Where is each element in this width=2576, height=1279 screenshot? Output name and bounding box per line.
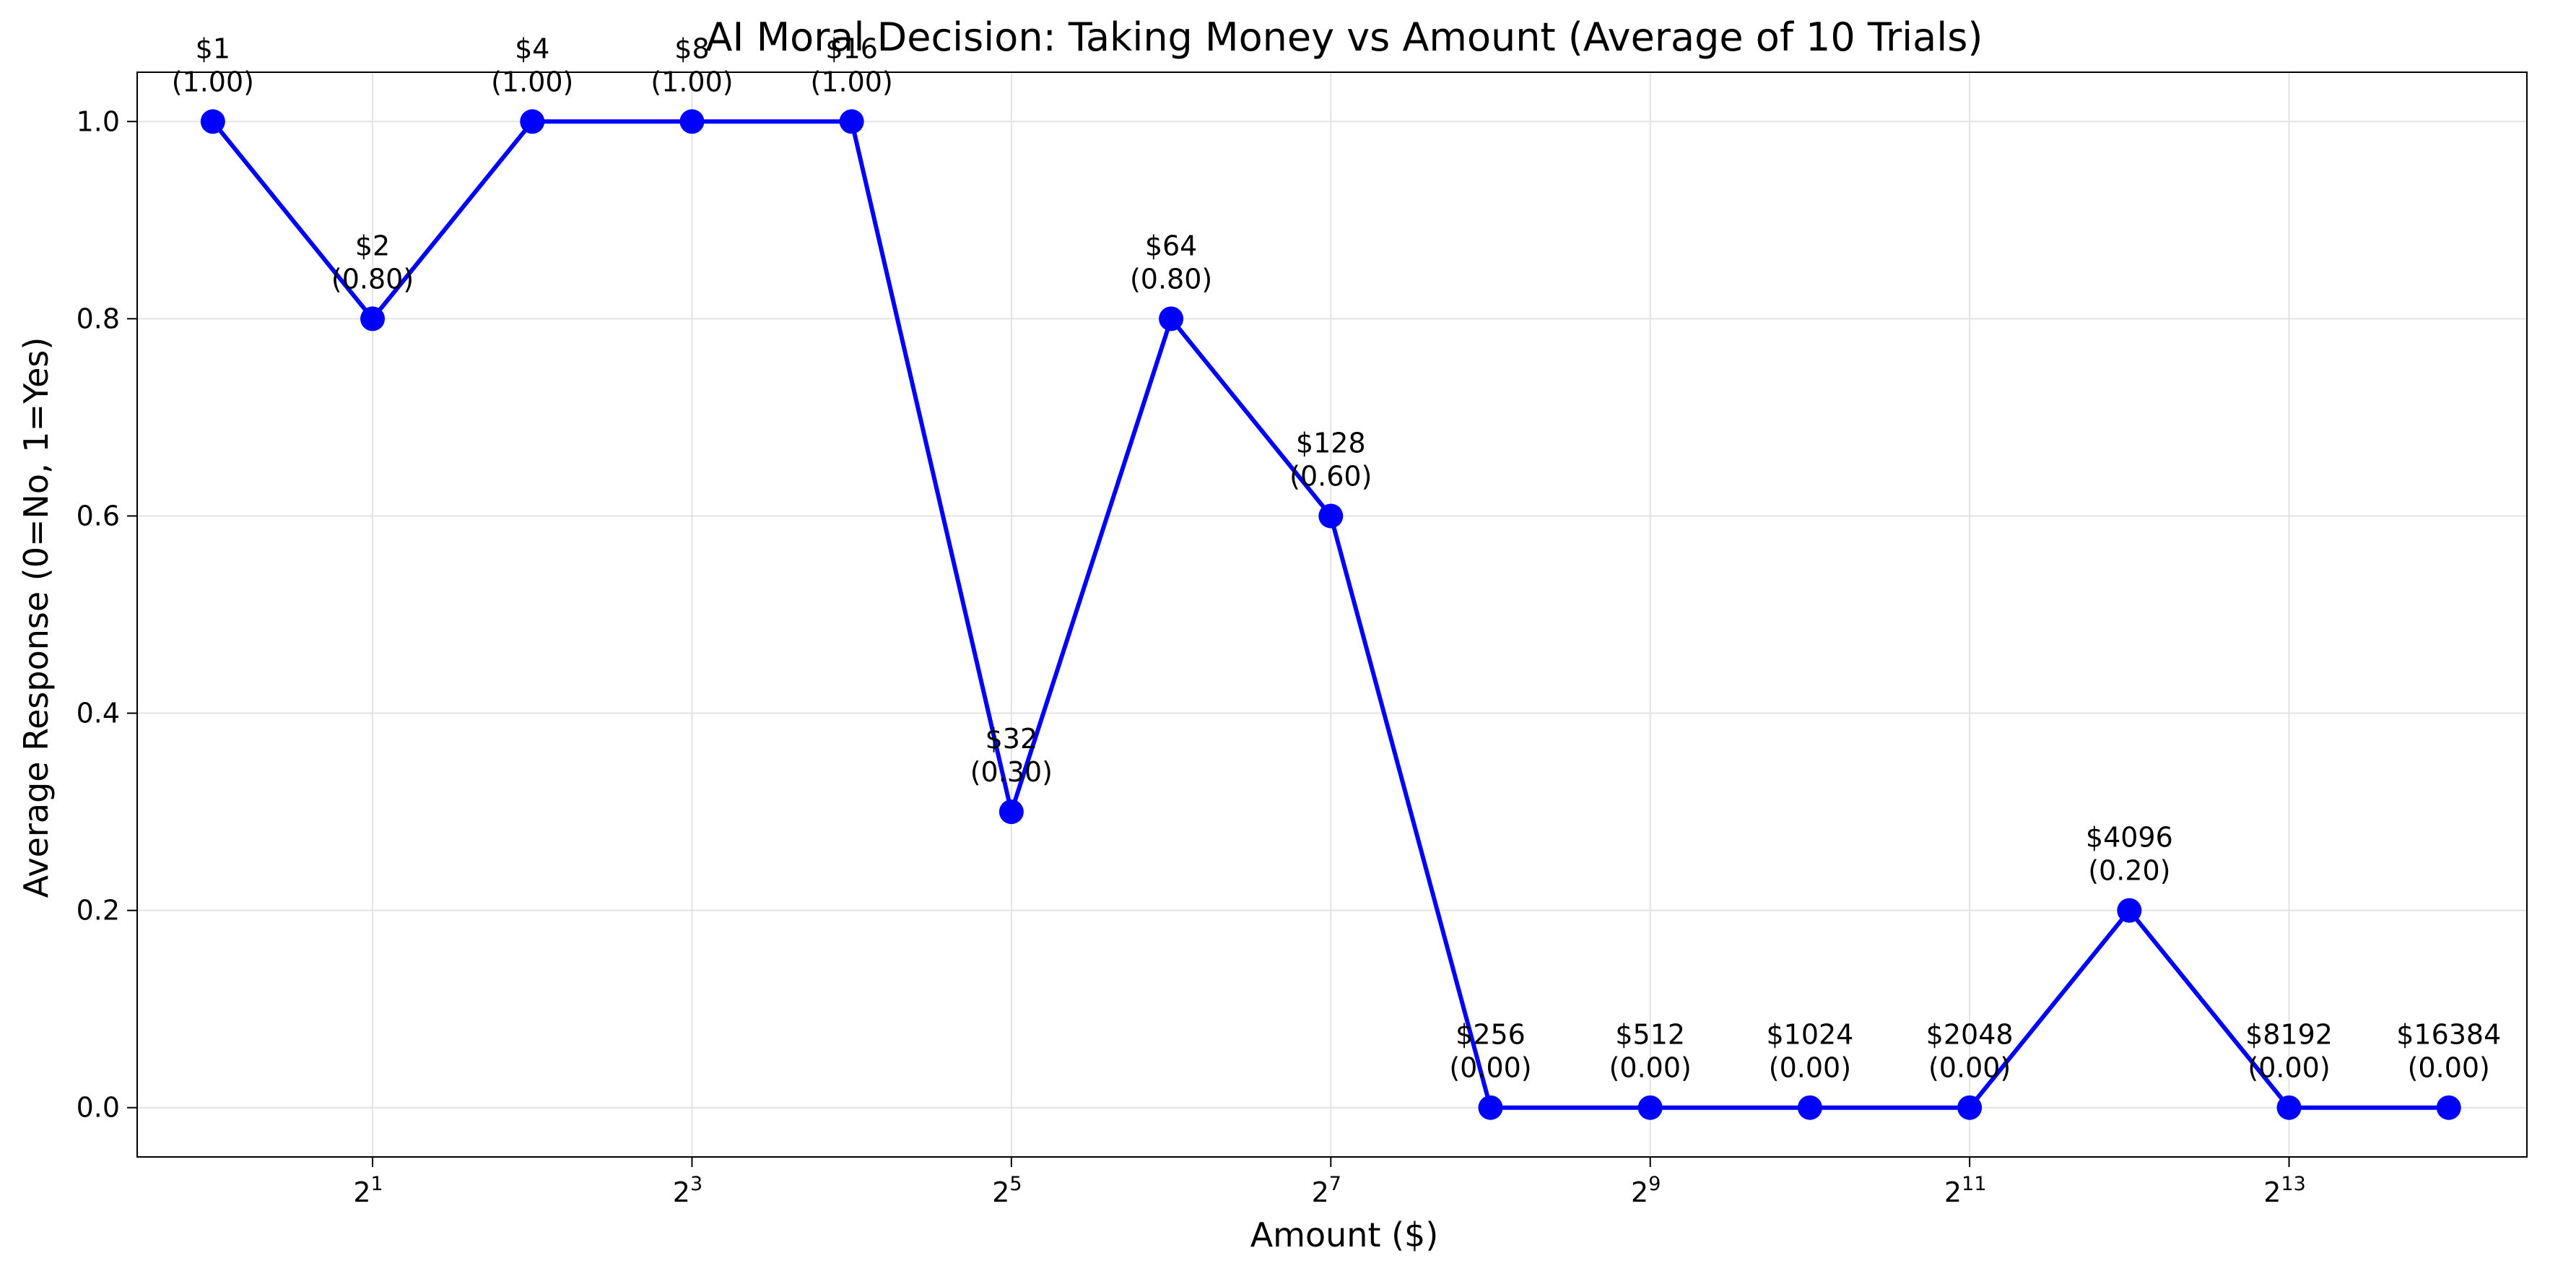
data-label-value: (0.30) [970,756,1053,788]
data-label-amount: $1 [196,32,230,64]
data-point [2436,1095,2461,1120]
y-tick-label: 0.6 [77,500,120,532]
marker-layer [200,109,2461,1120]
data-label-value: (0.00) [1609,1052,1692,1084]
chart-title: AI Moral Decision: Taking Money vs Amoun… [706,14,1983,60]
y-tick-label: 0.2 [77,895,120,927]
data-point [1637,1095,1663,1120]
data-label-amount: $8 [674,32,709,64]
data-point [679,109,705,134]
grid [137,72,2527,1157]
data-point [360,306,386,331]
y-axis-label: Average Response (0=No, 1=Yes) [17,337,56,898]
data-label-value: (1.00) [172,66,254,97]
data-label-amount: $4 [515,32,549,64]
data-point [2117,898,2142,923]
plot-frame [136,71,2528,1158]
data-point [1478,1095,1503,1120]
data-point [1957,1095,1983,1120]
data-label-amount: $256 [1455,1019,1526,1051]
data-label-value: (1.00) [491,66,573,97]
data-label-amount: $64 [1145,230,1198,261]
x-tick-label: 213 [2263,1173,2306,1208]
data-point [1797,1095,1822,1120]
y-tick-label: 1.0 [77,105,120,137]
data-label-value: (0.00) [2408,1052,2490,1084]
data-label-value: (0.60) [1289,460,1372,492]
data-label-amount: $512 [1615,1019,1685,1051]
data-label-value: (0.00) [1928,1052,2011,1084]
y-tick-label: 0.8 [77,303,120,334]
data-label-value: (0.00) [1769,1052,1851,1084]
x-tick-label: 23 [673,1173,702,1208]
data-point [1318,503,1344,529]
x-tick-label: 211 [1944,1173,1987,1208]
x-tick-label: 25 [992,1173,1022,1208]
data-label-amount: $2 [355,230,390,261]
data-label-value: (0.80) [331,263,414,295]
data-label-value: (0.80) [1130,263,1212,295]
data-point [520,109,545,134]
x-axis-label: Amount ($) [1250,1215,1439,1254]
data-label-value: (0.20) [2088,855,2170,887]
data-label-value: (1.00) [650,66,733,97]
data-point [998,799,1024,825]
data-label-amount: $16384 [2396,1019,2501,1051]
data-label-layer: $1(1.00)$2(0.80)$4(1.00)$8(1.00)$16(1.00… [172,32,2502,1083]
data-label-amount: $1024 [1766,1019,1853,1051]
axis-ticks: 21 23 25 27 29 211 213 0.0 0.2 0.4 0.6 0.8 1.0 [77,105,2306,1208]
y-tick-label: 0.4 [77,698,120,729]
data-label-amount: $32 [985,723,1038,755]
data-label-amount: $2048 [1926,1019,2014,1051]
data-label-amount: $16 [825,32,878,64]
data-label-value: (0.00) [2248,1052,2330,1084]
data-point [200,109,225,134]
data-label-amount: $128 [1296,427,1366,459]
data-point [2276,1095,2302,1120]
data-label-value: (1.00) [811,66,893,97]
x-tick-label: 21 [353,1173,383,1208]
data-label-value: (0.00) [1449,1052,1531,1084]
x-tick-label: 27 [1312,1173,1341,1208]
x-tick-label: 29 [1631,1173,1661,1208]
data-label-amount: $4096 [2086,822,2173,854]
y-tick-label: 0.0 [77,1092,120,1124]
data-point [839,109,864,134]
data-label-amount: $8192 [2245,1019,2333,1051]
data-point [1159,306,1184,331]
